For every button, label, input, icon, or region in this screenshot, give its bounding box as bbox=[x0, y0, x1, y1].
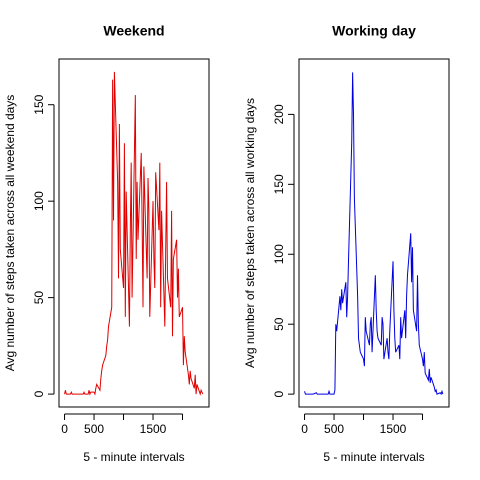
x-axis-label: 5 - minute intervals bbox=[83, 450, 184, 464]
x-tick-label: 1500 bbox=[380, 422, 407, 436]
y-tick-label: 50 bbox=[272, 317, 286, 331]
plot-box bbox=[298, 58, 450, 408]
y-tick-label: 100 bbox=[32, 191, 46, 211]
x-tick-label: 500 bbox=[84, 422, 104, 436]
y-tick-label: 100 bbox=[272, 244, 286, 264]
y-tick-label: 150 bbox=[32, 94, 46, 114]
x-tick-label: 0 bbox=[61, 422, 68, 436]
x-axis-label: 5 - minute intervals bbox=[323, 450, 424, 464]
chart-title: Weekend bbox=[103, 23, 164, 39]
x-tick-label: 0 bbox=[301, 422, 308, 436]
x-tick-label: 1500 bbox=[140, 422, 167, 436]
y-axis-label: Avg number of steps taken across all wee… bbox=[3, 95, 17, 372]
y-axis-label: Avg number of steps taken across all wor… bbox=[243, 98, 257, 368]
series-line bbox=[304, 72, 444, 396]
y-tick-label: 150 bbox=[272, 174, 286, 194]
chart-title: Working day bbox=[332, 23, 416, 39]
series-line bbox=[64, 71, 204, 396]
plot-box bbox=[58, 58, 210, 408]
y-tick-label: 0 bbox=[32, 390, 46, 397]
y-tick-label: 200 bbox=[272, 104, 286, 124]
y-tick-label: 0 bbox=[272, 390, 286, 397]
y-tick-label: 50 bbox=[32, 291, 46, 305]
x-tick-label: 500 bbox=[324, 422, 344, 436]
